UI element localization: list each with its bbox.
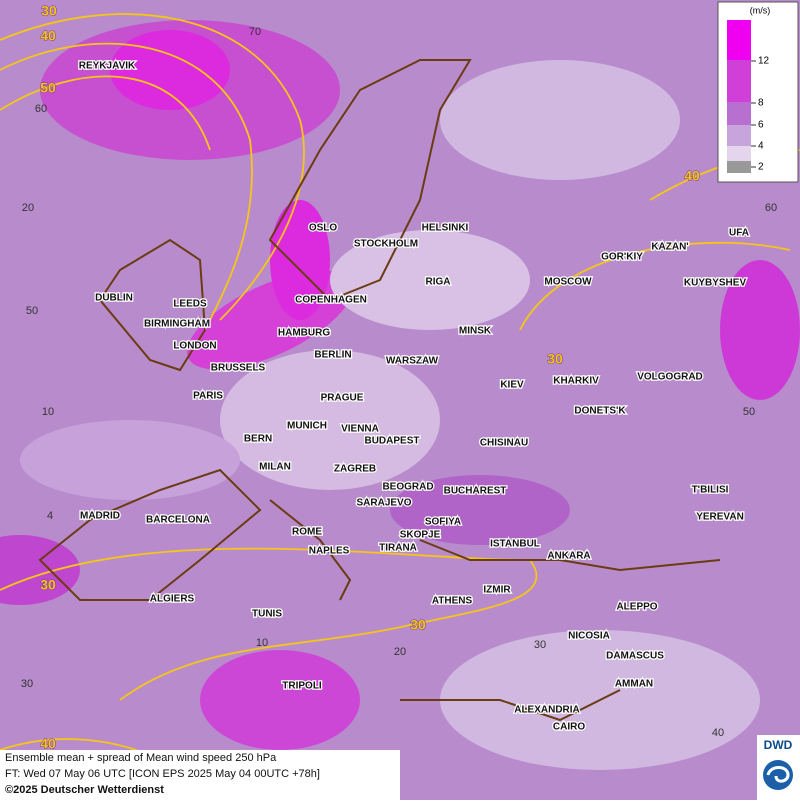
grid-label: 10 — [42, 406, 54, 418]
city-label: LEEDS — [173, 299, 207, 310]
city-label: KIEV — [500, 380, 524, 391]
city-label: HELSINKI — [422, 223, 469, 234]
city-label: SOFIYA — [425, 517, 461, 528]
city-label: NAPLES — [309, 546, 350, 557]
legend-label: 6 — [758, 120, 764, 131]
city-label: BUCHAREST — [444, 486, 507, 497]
city-label: BUDAPEST — [364, 436, 419, 447]
city-label: AMMAN — [615, 679, 653, 690]
grid-label: 50 — [743, 406, 755, 418]
city-label: KUYBYSHEV — [684, 278, 747, 289]
city-label: DUBLIN — [95, 293, 133, 304]
city-label: HAMBURG — [278, 328, 330, 339]
city-label: BERN — [244, 434, 272, 445]
city-label: DAMASCUS — [606, 651, 664, 662]
city-label: GOR'KIY — [601, 252, 643, 263]
legend-label: 8 — [758, 98, 764, 109]
city-label: ALEPPO — [616, 602, 657, 613]
city-label: BRUSSELS — [211, 363, 266, 374]
city-label: TIRANA — [379, 543, 417, 554]
contour-label: 40 — [40, 736, 56, 752]
city-label: VOLGOGRAD — [637, 372, 703, 383]
city-label: MOSCOW — [544, 277, 592, 288]
coastlines — [38, 59, 721, 722]
contour-label: 40 — [684, 168, 700, 184]
grid-label: 70 — [249, 26, 261, 38]
city-label: KAZAN' — [651, 242, 688, 253]
grid-label: 20 — [22, 202, 34, 214]
city-label: ANKARA — [547, 551, 590, 562]
grid-label: 60 — [35, 103, 47, 115]
contour-label: 50 — [40, 80, 56, 96]
city-label: ZAGREB — [334, 464, 376, 475]
grid-label: 30 — [21, 678, 33, 690]
grid-label: 50 — [26, 305, 38, 317]
city-label: VIENNA — [341, 424, 379, 435]
grid-label: 10 — [256, 637, 268, 649]
legend-bar — [727, 20, 751, 173]
legend-label: 12 — [758, 56, 770, 67]
city-label: BIRMINGHAM — [144, 319, 210, 330]
grid-label: 4 — [47, 510, 53, 522]
city-label: CAIRO — [553, 722, 585, 733]
legend-label: 2 — [758, 162, 764, 173]
city-label: ALGIERS — [150, 594, 195, 605]
city-label: OSLO — [309, 223, 338, 234]
city-label: ATHENS — [432, 596, 473, 607]
city-label: DONETS'K — [574, 406, 626, 417]
city-label: COPENHAGEN — [295, 295, 367, 306]
footer-line: Ensemble mean + spread of Mean wind spee… — [5, 752, 277, 764]
city-label: MILAN — [259, 462, 291, 473]
city-label: YEREVAN — [696, 512, 744, 523]
city-label: TRIPOLI — [282, 681, 322, 692]
wind-field — [0, 20, 800, 770]
city-label: CHISINAU — [480, 438, 528, 449]
city-label: NICOSIA — [568, 631, 610, 642]
city-label: LONDON — [173, 341, 216, 352]
footer-line: FT: Wed 07 May 06 UTC [ICON EPS 2025 May… — [5, 768, 320, 780]
city-label: MUNICH — [287, 421, 327, 432]
city-label: REYKJAVIK — [79, 61, 136, 72]
grid-label: 20 — [394, 646, 406, 658]
contour-label: 30 — [40, 577, 56, 593]
grid-label: 60 — [765, 202, 777, 214]
city-label: ISTANBUL — [490, 539, 540, 550]
city-label: PRAGUE — [321, 393, 364, 404]
grid-label: 40 — [712, 727, 724, 739]
city-label: STOCKHOLM — [354, 239, 418, 250]
city-label: MADRID — [80, 511, 120, 522]
city-label: RIGA — [426, 277, 451, 288]
legend-unit: (m/s) — [750, 5, 771, 15]
contour-label: 30 — [547, 351, 563, 367]
city-label: UFA — [729, 228, 749, 239]
legend-label: 4 — [758, 141, 764, 152]
city-label: T'BILISI — [692, 485, 729, 496]
contour-label: 40 — [40, 28, 56, 44]
city-label: TUNIS — [252, 609, 282, 620]
logo-icon — [763, 760, 793, 790]
logo-swirl — [766, 766, 790, 783]
contour-label: 30 — [41, 3, 57, 19]
city-label: KHARKIV — [553, 376, 599, 387]
city-label: ALEXANDRIA — [514, 705, 580, 716]
city-label: MINSK — [459, 326, 492, 337]
grid-label: 30 — [534, 639, 546, 651]
city-label: SKOPJE — [400, 530, 441, 541]
city-label: BARCELONA — [146, 515, 210, 526]
city-label: IZMIR — [483, 585, 511, 596]
city-label: ROME — [292, 527, 322, 538]
city-label: BEOGRAD — [382, 482, 433, 493]
city-label: BERLIN — [314, 350, 351, 361]
city-label: PARIS — [193, 391, 223, 402]
logo: DWD — [764, 738, 793, 752]
city-label: SARAJEVO — [356, 498, 411, 509]
city-label: WARSZAW — [386, 356, 439, 367]
footer-line: ©2025 Deutscher Wetterdienst — [5, 784, 164, 796]
footer-box — [0, 750, 400, 800]
contour-label: 30 — [410, 617, 426, 633]
